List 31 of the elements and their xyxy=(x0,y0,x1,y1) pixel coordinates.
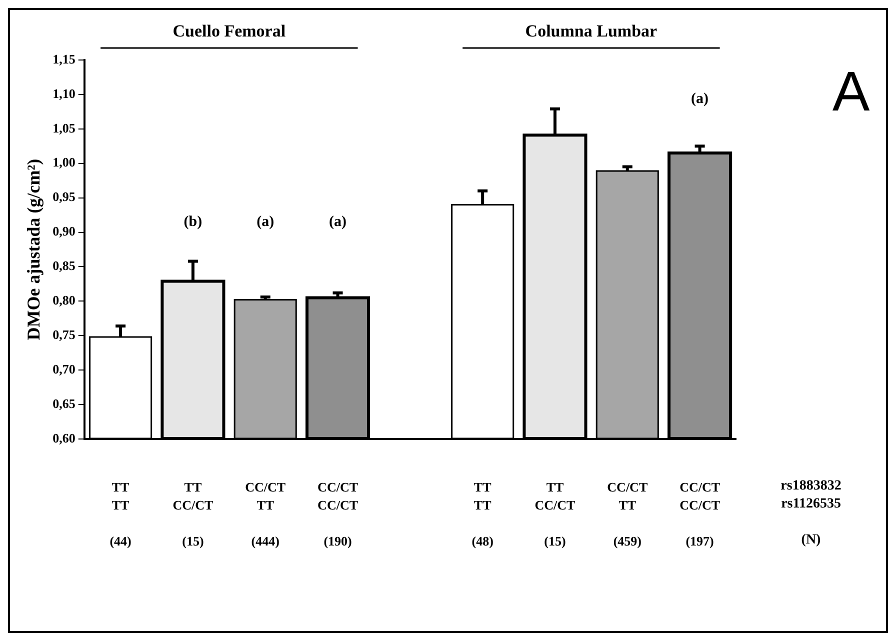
text: Columna Lumbar xyxy=(525,21,658,40)
text: rs1126535 xyxy=(781,496,841,512)
annotation: (b) xyxy=(184,214,202,230)
text: Cuello Femoral xyxy=(172,21,286,40)
y-tick-label: 0,80 xyxy=(52,292,76,308)
category-label: TT CC/CT (15) xyxy=(534,479,576,548)
y-axis-title: DMOe ajustada (g/cm²) xyxy=(23,158,44,340)
category-label: TT TT (44) xyxy=(110,479,132,548)
text: rs1883832 xyxy=(780,478,842,494)
y-tick-label: 0,75 xyxy=(52,326,76,342)
y-tick-label: 0,90 xyxy=(52,224,76,239)
category-label: CC/CT TT (459) xyxy=(607,479,648,548)
y-tick-label: 0,95 xyxy=(52,189,76,204)
annotation: (a) xyxy=(256,214,274,230)
annotation: (a) xyxy=(691,91,709,108)
category-label: TT CC/CT (15) xyxy=(172,479,214,548)
annotation: (a) xyxy=(329,214,347,230)
text: (N) xyxy=(801,532,822,548)
y-tick-label: 0,85 xyxy=(52,258,76,274)
category-label: CC/CT CC/CT (197) xyxy=(680,479,720,548)
y-tick-label: 0,60 xyxy=(52,430,76,446)
y-tick-label: 0,65 xyxy=(52,396,76,411)
y-tick-label: 1,05 xyxy=(52,120,76,136)
text: A xyxy=(832,59,870,122)
category-label: CC/CT CC/CT (190) xyxy=(318,479,358,548)
y-tick-label: 1,00 xyxy=(52,154,76,170)
category-label: CC/CT TT (444) xyxy=(245,479,286,548)
y-tick-label: 1,15 xyxy=(52,51,76,66)
category-label: TT TT (48) xyxy=(472,479,494,548)
y-tick-label: 0,70 xyxy=(52,361,76,376)
y-tick-label: 1,10 xyxy=(52,86,76,101)
